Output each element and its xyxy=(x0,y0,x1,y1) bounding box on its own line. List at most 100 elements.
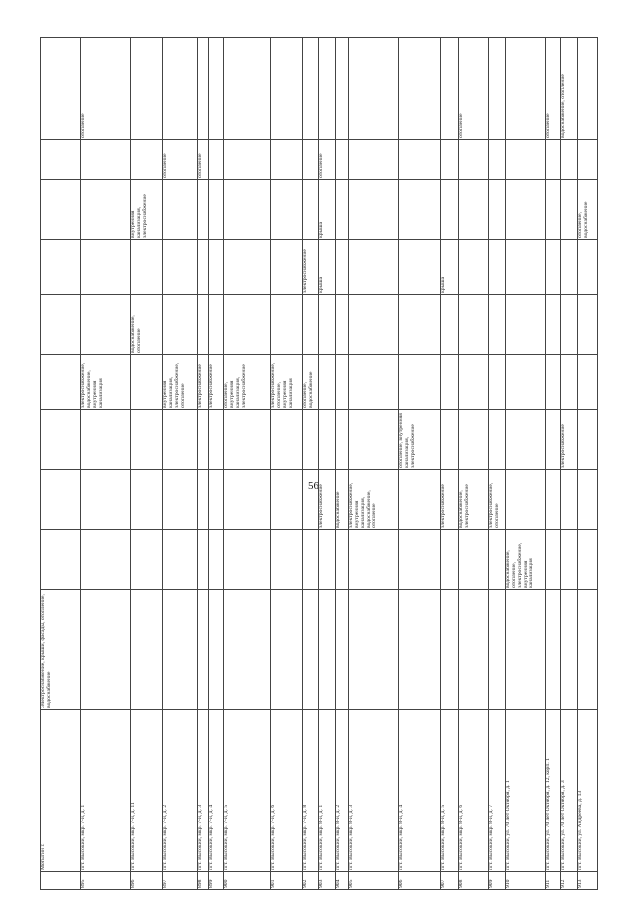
table-cell xyxy=(577,37,598,140)
table-cell xyxy=(80,239,131,295)
table-cell: 912 xyxy=(560,871,578,890)
table-cell xyxy=(197,409,209,470)
table-cell xyxy=(335,139,349,180)
table-cell: 896 xyxy=(130,871,163,890)
table-cell xyxy=(545,139,561,180)
table-cell xyxy=(208,294,224,355)
table-cell: пгт. Высокий, мкр. 8-й, д. 7 xyxy=(488,709,506,872)
table-cell xyxy=(302,179,319,240)
table-row: 904 пгт. Высокий, мкр. 8-й, д. 2 водоснабж… xyxy=(335,37,349,890)
table-row: 902 пгт. Высокий, мкр. 7-й, д. 8 отопление… xyxy=(302,37,319,890)
table-cell: пгт. Высокий, ул. Андреева, д. 13 xyxy=(577,709,598,872)
table-cell xyxy=(302,139,319,180)
table-cell xyxy=(398,529,441,590)
table-cell xyxy=(348,294,399,355)
table-cell xyxy=(560,139,578,180)
table-cell xyxy=(302,409,319,470)
table-cell xyxy=(505,179,546,240)
table-cell: пгт. Высокий, мкр. 7-й, д. 11 xyxy=(130,709,163,872)
table-row: 895 пгт. Высокий, мкр. 7-й, д. 1 электросн… xyxy=(80,37,131,890)
table-cell xyxy=(348,589,399,710)
table-cell xyxy=(440,179,459,240)
table-cell: 907 xyxy=(440,871,459,890)
table-cell xyxy=(318,294,336,355)
table-cell xyxy=(40,529,81,590)
table-cell xyxy=(162,239,198,295)
table-cell xyxy=(335,529,349,590)
table-cell: электроснабжение xyxy=(197,354,209,410)
table-cell xyxy=(318,529,336,590)
table-cell xyxy=(130,469,163,530)
table-cell xyxy=(545,529,561,590)
table-cell xyxy=(40,871,81,890)
table-cell xyxy=(440,139,459,180)
table-cell xyxy=(505,239,546,295)
table-cell xyxy=(223,589,271,710)
table-cell: пгт. Высокий, мкр. 8-й, д. 6 xyxy=(458,709,489,872)
table-cell xyxy=(335,37,349,140)
table-cell xyxy=(505,354,546,410)
table-cell xyxy=(40,294,81,355)
table-cell xyxy=(208,589,224,710)
table-cell xyxy=(458,409,489,470)
table-cell: электроснабжение, отопление xyxy=(488,469,506,530)
table-cell xyxy=(488,409,506,470)
table-cell: электроснабжение xyxy=(440,469,459,530)
table-cell xyxy=(398,589,441,710)
table-cell xyxy=(197,294,209,355)
table-cell xyxy=(318,589,336,710)
table-cell: внутренняя канализация, электроснабжение… xyxy=(162,354,198,410)
table-row: 899 пгт. Высокий, мкр. 7-й, д. 4 электросн… xyxy=(208,37,224,890)
table-cell xyxy=(162,469,198,530)
table-cell xyxy=(208,179,224,240)
table-cell: внутренняя канализация, электроснабжение xyxy=(130,179,163,240)
table-cell xyxy=(545,409,561,470)
table-row: 911 пгт. Высокий, ул. 70 лет Октября, д. … xyxy=(545,37,561,890)
table-row: 897 пгт. Высокий, мкр. 7-й, д. 2 внутрення… xyxy=(162,37,198,890)
table-cell: пгт. Высокий, мкр. 7-й, д. 8 xyxy=(302,709,319,872)
table-cell xyxy=(80,139,131,180)
table-cell: отопление xyxy=(545,37,561,140)
table-cell xyxy=(40,139,81,180)
table-cell xyxy=(577,469,598,530)
table-cell xyxy=(577,139,598,180)
table-cell xyxy=(545,589,561,710)
table-cell xyxy=(488,354,506,410)
table-cell xyxy=(560,354,578,410)
table-cell xyxy=(560,589,578,710)
table-cell xyxy=(488,294,506,355)
table-cell xyxy=(270,37,303,140)
table-cell: пгт. Высокий, мкр. 8-й, д. 4 xyxy=(398,709,441,872)
table-cell xyxy=(458,589,489,710)
table-cell: 902 xyxy=(302,871,319,890)
table-cell: водоснабжение, отопление, электроснабжен… xyxy=(505,529,546,590)
table-cell: отопление xyxy=(162,139,198,180)
table-cell xyxy=(335,409,349,470)
table-cell: отопление xyxy=(197,139,209,180)
table-cell xyxy=(440,409,459,470)
table-cell xyxy=(577,354,598,410)
table-cell xyxy=(223,294,271,355)
table-cell xyxy=(560,294,578,355)
table-cell: Электроснабжение, крыши, фасады, отоплен… xyxy=(40,589,81,710)
table-cell: пгт. Высокий, ул. 70 лет Октября, д. 3 xyxy=(560,709,578,872)
table-cell: пгт. Высокий, мкр. 7-й, д. 6 xyxy=(270,709,303,872)
rotated-table-wrap: Мотыгин г. Электроснабжение, крыши, фасад… xyxy=(40,37,598,890)
table-cell xyxy=(398,469,441,530)
table-cell xyxy=(270,179,303,240)
table-cell: пгт. Высокий, мкр. 7-й, д. 5 xyxy=(223,709,271,872)
table-cell xyxy=(80,529,131,590)
table-row: 913 пгт. Высокий, ул. Андреева, д. 13 отоп… xyxy=(577,37,598,890)
table-cell xyxy=(130,37,163,140)
table-cell xyxy=(208,469,224,530)
table-cell xyxy=(318,409,336,470)
table-cell xyxy=(197,529,209,590)
table-cell xyxy=(488,179,506,240)
table-cell: водоснабжение, отопление xyxy=(130,294,163,355)
table-cell xyxy=(488,239,506,295)
table-cell: пгт. Высокий, мкр. 7-й, д. 4 xyxy=(208,709,224,872)
table-cell: 910 xyxy=(505,871,546,890)
table-cell xyxy=(208,37,224,140)
